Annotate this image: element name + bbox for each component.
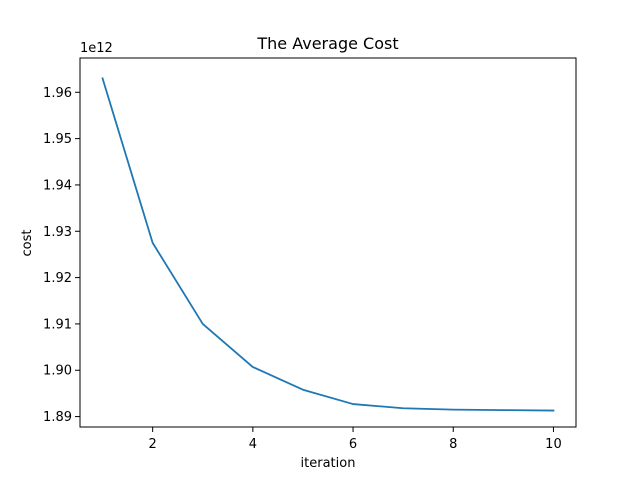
y-tick-label: 1.93 [43,225,72,240]
y-tick-label: 1.95 [43,132,72,147]
y-tick-label: 1.92 [43,271,72,286]
y-tick-label: 1.94 [43,178,72,193]
x-tick-label: 6 [349,437,357,452]
y-axis-label: cost [20,230,35,257]
x-tick-label: 4 [249,437,257,452]
x-axis-label: iteration [301,456,356,471]
x-tick-label: 10 [545,437,562,452]
series-line [101,77,555,412]
y-tick-label: 1.96 [43,86,72,101]
y-axis-offset-label: 1e12 [80,41,113,56]
series-group [101,77,555,412]
y-tick-label: 1.90 [43,364,72,379]
y-tick-label: 1.91 [43,317,72,332]
axis-ticks-group: 2 4 6 8 10 1.89 1.90 1.91 1.92 1.93 1.94 1.95 1.96 [43,86,562,452]
y-tick-label: 1.89 [43,410,72,425]
x-tick-label: 8 [449,437,457,452]
plot-area-frame [79,57,577,428]
chart-title: The Average Cost [256,34,398,53]
x-tick-label: 2 [149,437,157,452]
